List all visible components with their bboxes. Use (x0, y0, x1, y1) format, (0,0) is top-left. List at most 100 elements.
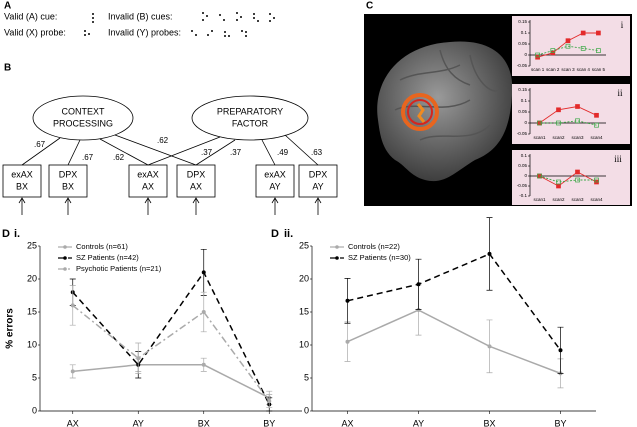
data-point (201, 362, 206, 367)
y-tick-label: 10 (27, 339, 37, 349)
data-point (537, 173, 542, 179)
data-point (575, 104, 580, 109)
indicator-label: BX (62, 181, 74, 191)
x-tick-label: AX (67, 418, 79, 427)
panel-label: D (271, 228, 279, 240)
data-point (136, 356, 141, 361)
x-tick-label: scan 5 (592, 67, 606, 72)
data-point (345, 298, 350, 303)
data-point (70, 369, 75, 374)
brain-image (377, 41, 513, 182)
indicator-label: AX (142, 181, 154, 191)
series-line (537, 45, 599, 56)
data-point (575, 177, 580, 183)
x-tick-label: scan2 (552, 197, 565, 202)
series-line (72, 364, 270, 399)
panel-label: A (4, 1, 11, 12)
series-line (72, 304, 270, 402)
y-tick-label: 25 (27, 240, 37, 250)
y-tick-label: 0 (304, 405, 309, 415)
dot-patterns (84, 12, 275, 37)
legend-text: Invalid (Y) probes: (108, 27, 181, 37)
y-tick-label: 0.15 (518, 87, 527, 92)
series-line (539, 120, 597, 126)
panel-label: D (2, 228, 10, 240)
legend-text: Controls (n=61) (76, 242, 128, 251)
x-tick-label: AY (413, 418, 424, 427)
legend-marker (63, 245, 67, 249)
y-tick-label: 25 (299, 240, 309, 250)
plot-background (512, 150, 630, 205)
x-tick-label: scan1 (533, 135, 546, 140)
y-tick-label: 10 (299, 339, 309, 349)
data-point (535, 52, 540, 58)
indicator-label: DPX (187, 169, 206, 179)
x-tick-label: scan 3 (561, 67, 575, 72)
data-point (556, 107, 561, 113)
legend-text: SZ Patients (n=42) (76, 253, 139, 262)
y-tick-label: 0.15 (518, 19, 527, 24)
x-tick-label: AX (341, 418, 353, 427)
y-tick-label: 0.1 (521, 30, 528, 35)
panel-label: B (4, 63, 11, 74)
legend-marker (63, 267, 67, 271)
series-line (539, 175, 597, 183)
diagram-shapes (2, 95, 338, 215)
data-point (596, 48, 601, 53)
indicator-label: BX (16, 181, 28, 191)
data-point (594, 122, 599, 128)
x-tick-label: scan3 (571, 197, 584, 202)
y-tick-label: 0 (524, 120, 527, 125)
data-point (487, 251, 492, 256)
series-line (347, 309, 561, 375)
data-point (345, 339, 350, 344)
x-tick-label: scan4 (590, 135, 603, 140)
factor-label: FACTOR (232, 118, 269, 128)
legend-marker (63, 256, 67, 260)
plot-background (512, 16, 630, 76)
chart-title: iii (614, 154, 622, 164)
y-tick-label: -0.1 (519, 193, 527, 198)
loading-label: .63 (311, 148, 323, 157)
legend-text: Valid (A) cue: (4, 11, 57, 21)
data-point (558, 348, 563, 353)
data-point (594, 177, 599, 183)
data-point (487, 344, 492, 349)
data-point (201, 310, 206, 314)
x-tick-label: scan 1 (531, 67, 545, 72)
series-line (347, 252, 562, 351)
y-tick-label: -0.05 (517, 131, 528, 136)
y-tick-label: 5 (32, 372, 37, 382)
y-tick-label: 0 (524, 173, 527, 178)
legend-marker (335, 245, 339, 249)
y-tick-label: 20 (27, 273, 37, 283)
y-tick-label: -0.05 (517, 63, 528, 68)
indicator-label: AX (190, 181, 202, 191)
y-tick-label: 0.05 (518, 109, 527, 114)
data-point (416, 282, 421, 287)
indicator-label: exAX (137, 169, 159, 179)
loading-label: .62 (113, 153, 125, 162)
loading-label: .37 (230, 148, 242, 157)
legend-text: SZ Patients (n=30) (348, 253, 411, 262)
indicator-label: DPX (59, 169, 78, 179)
data-point (70, 303, 75, 308)
chart-title: ii. (284, 228, 293, 240)
indicator-label: DPX (309, 169, 328, 179)
panel-label: C (366, 1, 373, 12)
data-point (267, 399, 272, 404)
legend-text: Valid (X) probe: (4, 27, 66, 37)
x-tick-label: scan 2 (546, 67, 560, 72)
y-tick-label: -0.05 (517, 183, 528, 188)
y-tick-label: 15 (299, 306, 309, 316)
data-point (580, 30, 586, 36)
plot-background (512, 84, 630, 144)
y-tick-label: 0.05 (518, 163, 527, 168)
indicator-label: exAX (11, 169, 33, 179)
x-tick-label: scan 4 (577, 67, 591, 72)
loading-label: .49 (277, 148, 289, 157)
y-tick-label: 0 (32, 405, 37, 415)
y-tick-label: 0.1 (521, 98, 528, 103)
chart-title: i. (14, 228, 20, 240)
